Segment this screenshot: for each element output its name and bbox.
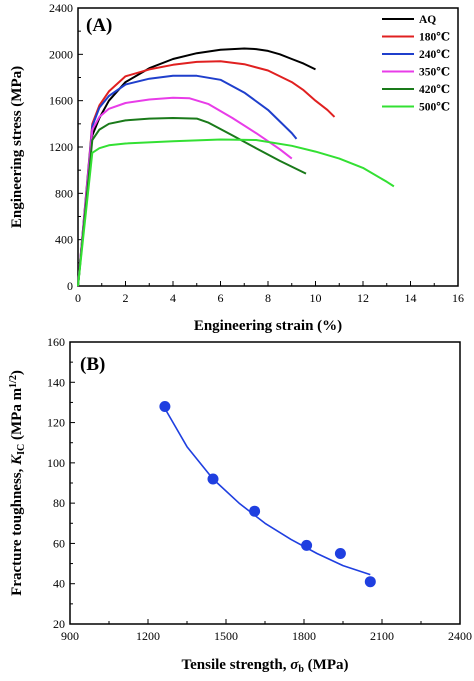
panel-a-y-tick-label: 400 (55, 233, 73, 247)
legend-label: AQ (419, 14, 436, 26)
panel-b-y-tick-label: 60 (53, 536, 65, 550)
panel-b-y-tick-label: 140 (47, 375, 65, 389)
panel-a-x-tick-label: 16 (452, 291, 464, 305)
panel-b-plot-frame (69, 341, 461, 625)
data-point (334, 548, 346, 559)
panel-a-y-tick-label: 2000 (49, 47, 73, 61)
panel-a-x-axis-label: Engineering strain (%) (194, 318, 342, 334)
panel-b-x-tick-label: 2400 (448, 629, 472, 643)
panel-b-y-axis-label: Fracture toughness, KIC (MPa m1/2) (8, 370, 27, 596)
panel-a-legend: AQ 180℃ 240℃ 350℃ 420℃ 500℃ (382, 14, 450, 114)
fit-curve-line (164, 408, 371, 576)
series-line (77, 60, 336, 287)
series-line (77, 96, 293, 287)
panel-b-y-tick-label: 40 (53, 577, 65, 591)
data-point (249, 505, 261, 517)
series-line (77, 47, 316, 287)
panel-a-y-tick-label: 0 (67, 279, 73, 293)
data-point (159, 401, 171, 412)
panel-b-points (159, 401, 376, 588)
legend-label: 500℃ (419, 102, 450, 114)
panel-b-x-tick-label: 900 (61, 629, 79, 643)
panel-b-x-tick-label: 2100 (370, 629, 394, 643)
panel-a-plot-frame (77, 7, 459, 287)
legend-label: 420℃ (419, 84, 450, 96)
series-line (77, 74, 298, 287)
panel-b-x-tick-label: 1800 (292, 629, 316, 643)
panel-a-x-tick-label: 12 (357, 291, 369, 305)
legend-label: 240℃ (419, 49, 450, 61)
panel-a-x-tick-label: 10 (310, 291, 322, 305)
panel-a-y-tick-label: 1200 (49, 140, 73, 154)
panel-b-ticks: 900 1200 1500 1800 2100 2400 20 40 60 80 100 120 140… (47, 335, 472, 643)
panel-b-y-tick-label: 100 (47, 456, 65, 470)
series-line (77, 138, 395, 287)
panel-a-y-tick-label: 2400 (49, 1, 73, 15)
series-line (77, 117, 307, 287)
panel-a-x-tick-label: 6 (218, 291, 224, 305)
panel-b-y-tick-label: 120 (47, 416, 65, 430)
panel-a-x-tick-label: 4 (170, 291, 176, 305)
panel-a-y-tick-label: 1600 (49, 94, 73, 108)
panel-a-label: (A) (86, 15, 112, 36)
panel-a-y-tick-label: 800 (55, 186, 73, 200)
panel-b-y-tick-label: 80 (53, 496, 65, 510)
panel-a-y-axis-label: Engineering stress (MPa) (9, 66, 25, 228)
panel-a-x-tick-label: 8 (265, 291, 271, 305)
panel-a-series (77, 47, 395, 287)
panel-b-fit-curve (164, 408, 371, 576)
panel-b-x-tick-label: 1500 (214, 629, 238, 643)
panel-a-ticks: 0 2 4 6 8 10 12 14 16 0 400 800 1200 1600 2000 2400 (49, 1, 464, 305)
panel-b-y-tick-label: 160 (47, 335, 65, 349)
panel-a-x-tick-label: 0 (75, 291, 81, 305)
data-point (207, 473, 219, 485)
panel-b-label: (B) (80, 354, 105, 375)
legend-label: 180℃ (419, 32, 450, 44)
panel-a-stress-strain-chart: (A) Engineering strain (%) Engineering s… (9, 1, 464, 334)
panel-a-x-tick-label: 14 (405, 291, 417, 305)
panel-a-x-tick-label: 2 (123, 291, 129, 305)
panel-b-toughness-chart: (B) Tensile strength, σb (MPa) Fracture … (8, 335, 472, 675)
data-point (301, 539, 313, 551)
panel-b-y-tick-label: 20 (53, 617, 65, 631)
panel-b-x-tick-label: 1200 (136, 629, 160, 643)
data-point (364, 576, 376, 588)
legend-label: 350℃ (419, 67, 450, 79)
panel-b-x-axis-label: Tensile strength, σb (MPa) (182, 657, 349, 675)
